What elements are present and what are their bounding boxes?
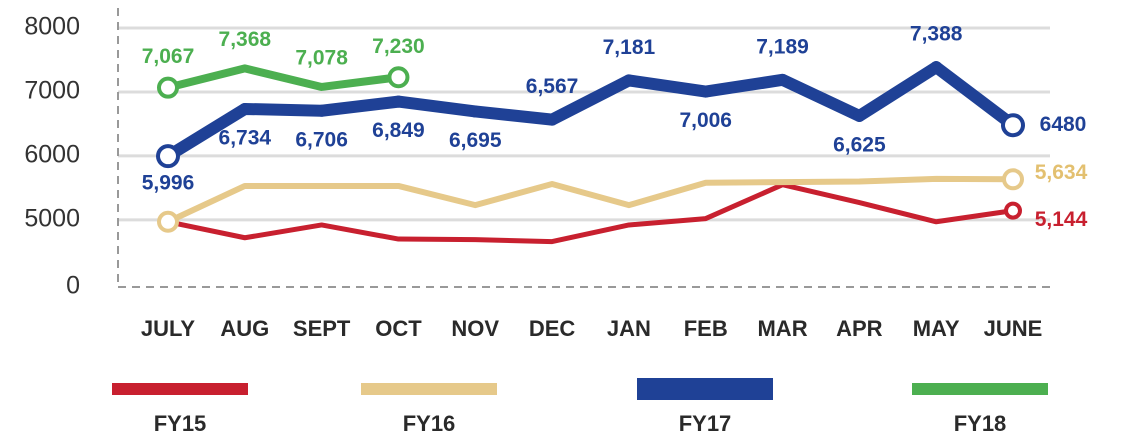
data-point	[157, 76, 179, 99]
data-point	[776, 73, 789, 86]
series-line	[165, 182, 1016, 245]
x-tick-label: FEB	[684, 316, 728, 341]
value-label: 7,067	[142, 45, 195, 68]
value-label: 5,144	[1035, 208, 1088, 231]
x-tick-label: NOV	[451, 316, 499, 341]
value-label: 5,634	[1035, 161, 1088, 184]
legend-label: FY18	[954, 411, 1007, 436]
data-point	[853, 109, 866, 122]
data-point	[699, 85, 712, 98]
x-tick-label: OCT	[375, 316, 422, 341]
y-tick-label: 7000	[24, 77, 80, 105]
value-label: 7,006	[679, 109, 732, 132]
x-tick-label: JAN	[607, 316, 651, 341]
series-line	[162, 61, 1019, 163]
value-label: 6480	[1040, 113, 1087, 136]
data-point	[1004, 201, 1022, 220]
data-point	[930, 61, 943, 74]
data-point	[157, 210, 179, 233]
legend-swatch	[912, 383, 1048, 395]
data-point	[1002, 168, 1024, 191]
y-tick-label: 0	[66, 272, 80, 300]
legend-swatch	[361, 383, 497, 395]
value-label: 6,706	[295, 128, 348, 151]
data-point	[546, 113, 559, 126]
x-tick-label: AUG	[220, 316, 269, 341]
value-label: 5,996	[142, 172, 195, 195]
value-label: 6,849	[372, 119, 425, 142]
value-label: 7,078	[295, 47, 348, 70]
x-tick-label: JULY	[141, 316, 196, 341]
series-line	[165, 175, 1016, 225]
value-label: 6,567	[526, 75, 579, 98]
legend-label: FY15	[154, 411, 207, 436]
x-tick-label: APR	[836, 316, 883, 341]
x-tick-label: MAY	[913, 316, 960, 341]
x-tick-label: DEC	[529, 316, 576, 341]
data-point	[392, 95, 405, 108]
data-point	[622, 74, 635, 87]
y-tick-label: 5000	[24, 204, 80, 232]
data-point	[1001, 113, 1025, 138]
legend-label: FY17	[679, 411, 732, 436]
value-label: 6,625	[833, 133, 886, 156]
x-tick-label: JUNE	[984, 316, 1043, 341]
data-point	[387, 66, 410, 89]
legend-label: FY16	[403, 411, 456, 436]
legend-swatch	[112, 383, 248, 395]
data-point	[238, 102, 251, 115]
value-label: 7,388	[910, 23, 963, 46]
series-line	[164, 64, 403, 92]
value-label: 7,189	[756, 35, 809, 58]
y-tick-label: 6000	[24, 141, 80, 169]
value-label: 7,230	[372, 35, 425, 58]
y-tick-label: 8000	[24, 13, 80, 41]
x-tick-label: SEPT	[293, 316, 351, 341]
data-point	[156, 144, 180, 169]
value-label: 6,734	[219, 127, 272, 150]
legend-swatch	[637, 378, 773, 400]
value-label: 7,368	[219, 28, 272, 51]
x-tick-label: MAR	[757, 316, 807, 341]
value-label: 6,695	[449, 129, 502, 152]
data-point	[469, 105, 482, 118]
data-point	[315, 104, 328, 117]
value-label: 7,181	[603, 36, 656, 59]
